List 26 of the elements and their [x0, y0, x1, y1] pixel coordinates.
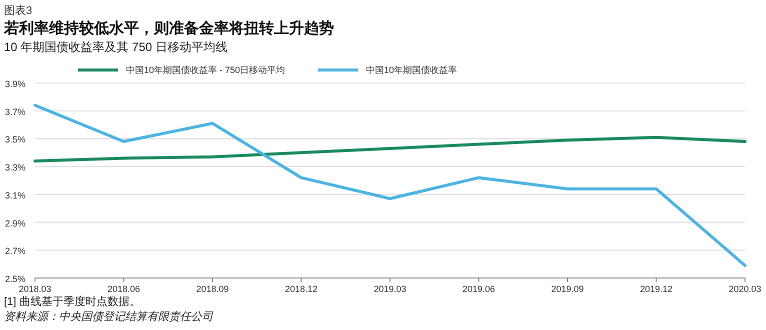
x-tick-label: 2019.09: [551, 284, 584, 294]
y-tick-label: 2.7%: [5, 246, 26, 256]
x-tick-label: 2019.12: [640, 284, 673, 294]
legend-label: 中国10年期国债收益率 - 750日移动平均: [126, 65, 286, 75]
chart-subtitle: 10 年期国债收益率及其 750 日移动平均线: [4, 40, 228, 54]
y-tick-label: 3.7%: [5, 106, 26, 117]
line-series: [34, 104, 746, 267]
x-tick-label: 2018.06: [107, 284, 140, 294]
x-tick-label: 2020.03: [728, 284, 762, 294]
line-series: [34, 136, 746, 162]
x-tick-label: 2018.12: [284, 284, 318, 294]
y-tick-label: 3.3%: [5, 162, 26, 173]
y-tick-label: 3.9%: [5, 79, 26, 89]
y-tick-label: 3.1%: [5, 190, 26, 200]
x-tick-label: 2019.03: [374, 284, 406, 294]
x-tick-label: 2018.09: [196, 284, 229, 294]
y-tick-label: 2.5%: [5, 274, 26, 284]
y-tick-label: 2.9%: [5, 218, 26, 228]
text: [1] 曲线基于季度时点数据。: [4, 295, 140, 308]
x-tick-label: 2019.06: [462, 284, 496, 294]
legend-label: 中国10年期国债收益率: [366, 65, 458, 75]
chart-title: 若利率维持较低水平，则准备金率将扭转上升趋势: [3, 19, 334, 37]
text: 资料来源：中央国债登记结算有限责任公司: [4, 310, 214, 323]
y-tick-label: 3.5%: [5, 134, 26, 145]
text: 图表3: [4, 4, 32, 17]
x-tick-label: 2018.03: [18, 284, 52, 294]
